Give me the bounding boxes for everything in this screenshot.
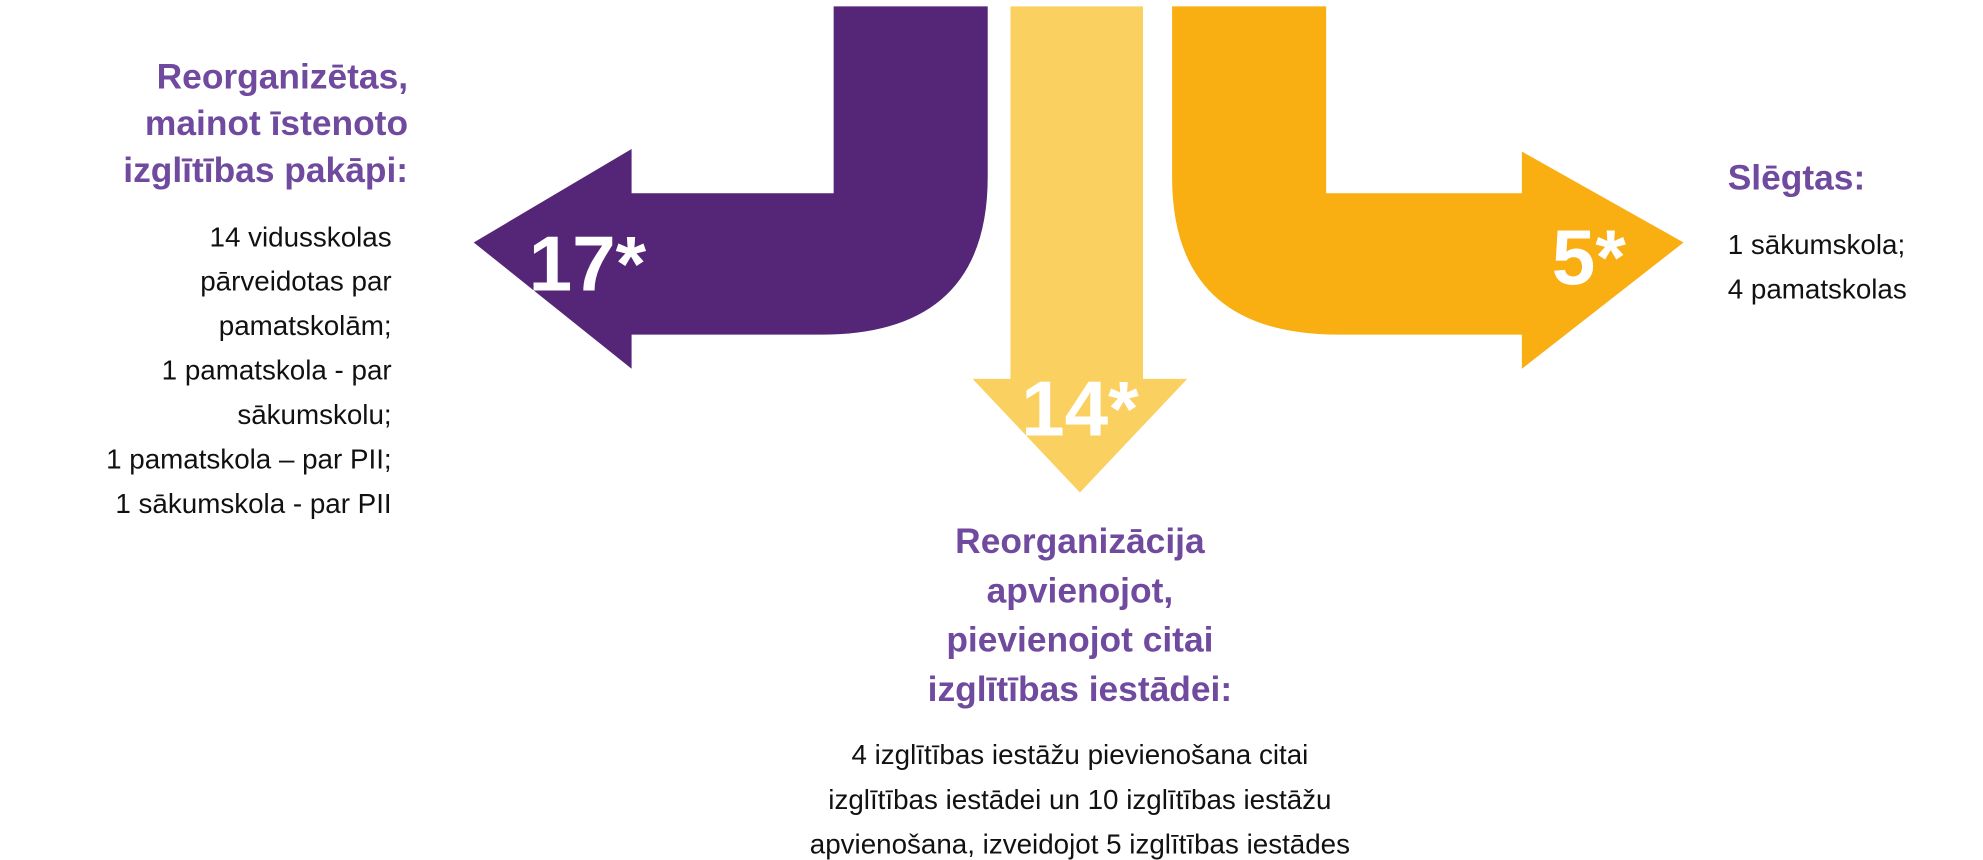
description-line: 1 sākumskola; [1728, 229, 1905, 260]
heading-line: izglītības pakāpi: [123, 151, 408, 190]
description-line: pamatskolām; [219, 310, 392, 341]
heading-line: pievienojot citai [946, 621, 1213, 660]
description-line: izglītības iestādei un 10 izglītības ies… [828, 784, 1331, 815]
description-line: 1 pamatskola – par PII; [106, 444, 392, 475]
count: 17* [529, 219, 647, 307]
count: 14* [1021, 365, 1139, 453]
description-line: 14 vidusskolas [210, 221, 392, 252]
description-line: sākumskolu; [237, 399, 391, 430]
description-line: 4 izglītības iestāžu pievienošana citai [851, 739, 1308, 770]
heading-line: Reorganizācija [955, 522, 1205, 561]
labels: 17* Reorganizētas, mainot īstenoto izglītīb… [106, 57, 1907, 859]
arrow-down [972, 6, 1188, 493]
heading-line: mainot īstenoto [145, 104, 408, 143]
arrow-left [473, 6, 988, 369]
heading-line: Slēgtas: [1728, 158, 1866, 197]
description-line: pārveidotas par [200, 266, 391, 297]
arrow-right [1172, 6, 1684, 369]
description-line: apvienošana, izveidojot 5 izglītības ies… [810, 829, 1350, 860]
heading-line: izglītības iestādei: [928, 670, 1232, 709]
description-line: 1 sākumskola - par PII [115, 488, 391, 519]
count: 5* [1552, 213, 1627, 301]
heading-line: Reorganizētas, [157, 57, 408, 96]
description-line: 1 pamatskola - par [162, 355, 392, 386]
heading-line: apvienojot, [987, 571, 1174, 610]
description-line: 4 pamatskolas [1728, 274, 1907, 305]
